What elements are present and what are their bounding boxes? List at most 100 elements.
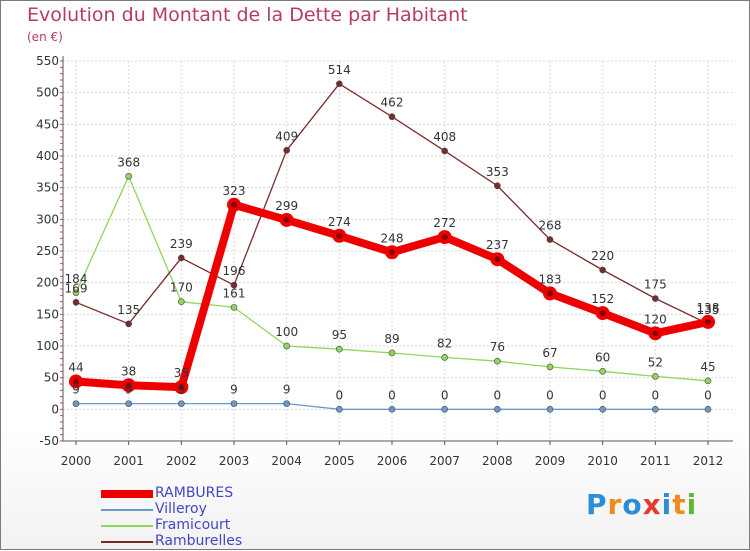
point-villeroy bbox=[494, 406, 501, 413]
point-villeroy bbox=[652, 406, 659, 413]
point-core-rambures bbox=[494, 256, 501, 263]
point-ramburelles bbox=[494, 182, 501, 190]
point-ramburelles bbox=[336, 80, 343, 88]
data-label-villeroy: 9 bbox=[283, 383, 291, 397]
data-label-ramburelles: 514 bbox=[328, 63, 351, 77]
data-label-villeroy: 9 bbox=[125, 383, 133, 397]
data-label-ramburelles: 268 bbox=[539, 219, 562, 233]
y-tick-label: 450 bbox=[36, 117, 59, 131]
point-framicourt bbox=[652, 373, 659, 380]
data-label-rambures: 323 bbox=[223, 184, 246, 198]
point-ramburelles bbox=[546, 236, 554, 243]
data-label-rambures: 248 bbox=[381, 231, 404, 245]
x-tick-label: 2012 bbox=[693, 454, 724, 468]
legend-swatch bbox=[101, 509, 153, 511]
data-label-ramburelles: 462 bbox=[381, 96, 404, 110]
y-tick-label: -50 bbox=[39, 434, 59, 448]
point-villeroy bbox=[599, 406, 606, 413]
point-framicourt bbox=[125, 172, 132, 180]
point-core-rambures bbox=[283, 216, 290, 223]
legend-swatch bbox=[101, 525, 153, 527]
data-label-villeroy: 0 bbox=[652, 388, 660, 402]
y-tick-label: 500 bbox=[36, 86, 59, 100]
point-ramburelles bbox=[652, 295, 659, 302]
data-label-framicourt: 52 bbox=[648, 355, 663, 369]
x-tick-label: 2006 bbox=[377, 454, 408, 468]
y-tick-label: 50 bbox=[44, 371, 59, 385]
data-label-rambures: 38 bbox=[121, 364, 136, 378]
x-tick-label: 2003 bbox=[219, 454, 250, 468]
legend-label: RAMBURES bbox=[155, 485, 234, 501]
y-tick-label: 250 bbox=[36, 244, 59, 258]
data-label-rambures: 272 bbox=[433, 216, 456, 230]
point-villeroy bbox=[441, 406, 448, 413]
data-label-rambures: 35 bbox=[174, 366, 189, 380]
data-label-villeroy: 0 bbox=[546, 388, 554, 402]
data-label-ramburelles: 239 bbox=[170, 237, 193, 251]
point-framicourt bbox=[336, 345, 343, 353]
data-label-framicourt: 95 bbox=[332, 328, 347, 342]
point-framicourt bbox=[494, 357, 501, 365]
x-tick-label: 2009 bbox=[535, 454, 566, 468]
point-villeroy bbox=[230, 400, 238, 407]
point-framicourt bbox=[178, 298, 185, 305]
x-tick-label: 2002 bbox=[166, 454, 197, 468]
x-tick-label: 2011 bbox=[640, 454, 671, 468]
x-tick-label: 2000 bbox=[61, 454, 92, 468]
data-label-rambures: 274 bbox=[328, 215, 351, 229]
logo-letter: x bbox=[642, 488, 662, 521]
point-core-rambures bbox=[73, 378, 79, 385]
point-villeroy bbox=[178, 400, 185, 407]
point-core-rambures bbox=[389, 249, 395, 256]
y-tick-label: 350 bbox=[36, 181, 59, 195]
point-core-rambures bbox=[599, 310, 606, 317]
chart-title: Evolution du Montant de la Dette par Hab… bbox=[27, 4, 468, 26]
y-tick-label: 300 bbox=[36, 212, 59, 226]
x-tick-label: 2001 bbox=[113, 454, 144, 468]
point-framicourt bbox=[230, 304, 238, 311]
point-framicourt bbox=[599, 368, 606, 375]
point-core-rambures bbox=[441, 234, 448, 241]
data-label-rambures: 299 bbox=[275, 199, 298, 213]
data-label-villeroy: 0 bbox=[599, 388, 607, 402]
data-label-villeroy: 0 bbox=[441, 388, 449, 402]
data-label-framicourt: 45 bbox=[700, 360, 715, 374]
data-label-framicourt: 76 bbox=[490, 340, 505, 354]
data-label-rambures: 138 bbox=[697, 301, 720, 315]
legend-swatch bbox=[101, 541, 153, 543]
x-tick-label: 2004 bbox=[271, 454, 302, 468]
x-tick-label: 2010 bbox=[587, 454, 618, 468]
data-label-ramburelles: 408 bbox=[433, 130, 456, 144]
data-label-ramburelles: 409 bbox=[275, 129, 298, 143]
point-ramburelles bbox=[283, 147, 290, 154]
point-core-rambures bbox=[705, 318, 711, 325]
point-core-rambures bbox=[652, 330, 659, 337]
point-core-rambures bbox=[231, 201, 237, 208]
data-label-framicourt: 184 bbox=[65, 272, 88, 286]
point-ramburelles bbox=[178, 254, 185, 262]
point-core-rambures bbox=[336, 232, 343, 239]
legend-label: Ramburelles bbox=[155, 533, 243, 549]
data-label-villeroy: 9 bbox=[230, 383, 238, 397]
point-villeroy bbox=[283, 400, 290, 407]
logo-letter: i bbox=[686, 488, 698, 521]
data-label-ramburelles: 196 bbox=[223, 264, 246, 278]
data-label-framicourt: 161 bbox=[223, 286, 246, 300]
point-villeroy bbox=[72, 400, 80, 407]
data-label-ramburelles: 135 bbox=[117, 303, 140, 317]
x-tick-label: 2005 bbox=[324, 454, 355, 468]
y-tick-label: 400 bbox=[36, 149, 59, 163]
logo-letter: t bbox=[672, 488, 687, 521]
logo-letter: i bbox=[661, 488, 673, 521]
legend-label: Framicourt bbox=[155, 517, 231, 533]
data-label-framicourt: 368 bbox=[117, 155, 140, 169]
legend-label: Villeroy bbox=[155, 501, 207, 517]
data-label-framicourt: 170 bbox=[170, 281, 193, 295]
data-label-ramburelles: 169 bbox=[65, 281, 88, 295]
point-framicourt bbox=[704, 377, 712, 385]
y-tick-label: 200 bbox=[36, 276, 59, 290]
data-label-villeroy: 0 bbox=[388, 388, 396, 402]
data-label-villeroy: 9 bbox=[178, 383, 186, 397]
proxiti-logo: Proxiti bbox=[586, 488, 697, 521]
